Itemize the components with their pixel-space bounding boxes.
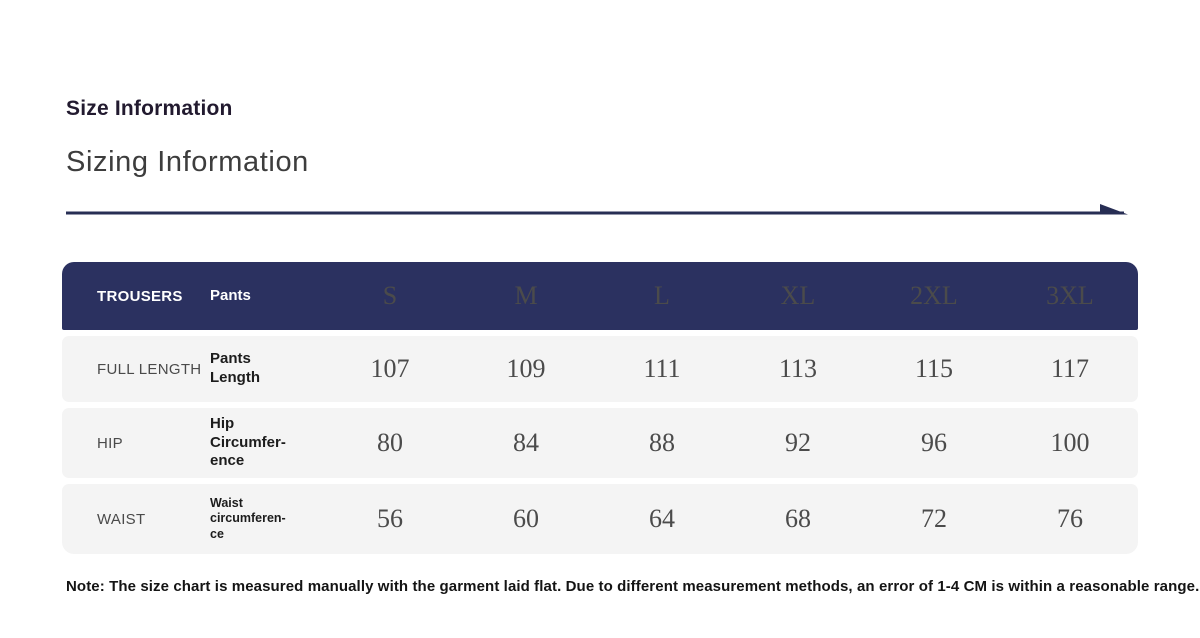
header-category-label: TROUSERS [97, 287, 183, 305]
row-item-label: Pants Length [210, 350, 260, 386]
size-table: TROUSERS Pants S M L XL 2XL 3XL FULL LEN… [62, 262, 1138, 554]
value-cell: 100 [1050, 428, 1090, 457]
value-cell: 80 [377, 428, 403, 457]
measurement-note: Note: The size chart is measured manuall… [66, 578, 1200, 595]
header-size-2xl: 2XL [910, 281, 958, 310]
value-cell: 117 [1050, 354, 1090, 383]
value-cell: 72 [921, 504, 947, 533]
table-row-waist: WAIST Waist circumferen- ce 56 60 64 68 … [62, 484, 1138, 554]
divider-arrow [66, 204, 1128, 215]
arrowhead-icon [1100, 204, 1128, 215]
value-cell: 56 [377, 504, 403, 533]
value-cell: 92 [785, 428, 811, 457]
header-size-xl: XL [780, 281, 816, 310]
value-cell: 64 [649, 504, 675, 533]
value-cell: 68 [785, 504, 811, 533]
row-category-label: WAIST [97, 510, 146, 528]
table-row-hip: HIP Hip Circumfer- ence 80 84 88 92 96 1… [62, 408, 1138, 478]
size-table-header-row: TROUSERS Pants S M L XL 2XL 3XL [62, 262, 1138, 330]
value-cell: 111 [643, 354, 681, 383]
row-item-label: Waist circumferen- ce [210, 495, 286, 541]
header-size-m: M [514, 281, 538, 310]
header-size-s: S [382, 281, 398, 310]
value-cell: 88 [649, 428, 675, 457]
value-cell: 109 [506, 354, 546, 383]
row-category-label: FULL LENGTH [97, 360, 202, 378]
header-size-l: L [654, 281, 670, 310]
value-cell: 96 [921, 428, 947, 457]
value-cell: 113 [778, 354, 818, 383]
page-title: Size Information [66, 97, 233, 120]
value-cell: 60 [513, 504, 539, 533]
value-cell: 76 [1057, 504, 1083, 533]
table-row-full-length: FULL LENGTH Pants Length 107 109 111 113… [62, 336, 1138, 402]
header-size-3xl: 3XL [1046, 281, 1094, 310]
row-item-label: Hip Circumfer- ence [210, 414, 286, 470]
header-item-label: Pants [210, 286, 251, 304]
value-cell: 115 [914, 354, 954, 383]
value-cell: 107 [370, 354, 410, 383]
value-cell: 84 [513, 428, 539, 457]
page-subtitle: Sizing Information [66, 146, 309, 178]
row-category-label: HIP [97, 434, 123, 452]
